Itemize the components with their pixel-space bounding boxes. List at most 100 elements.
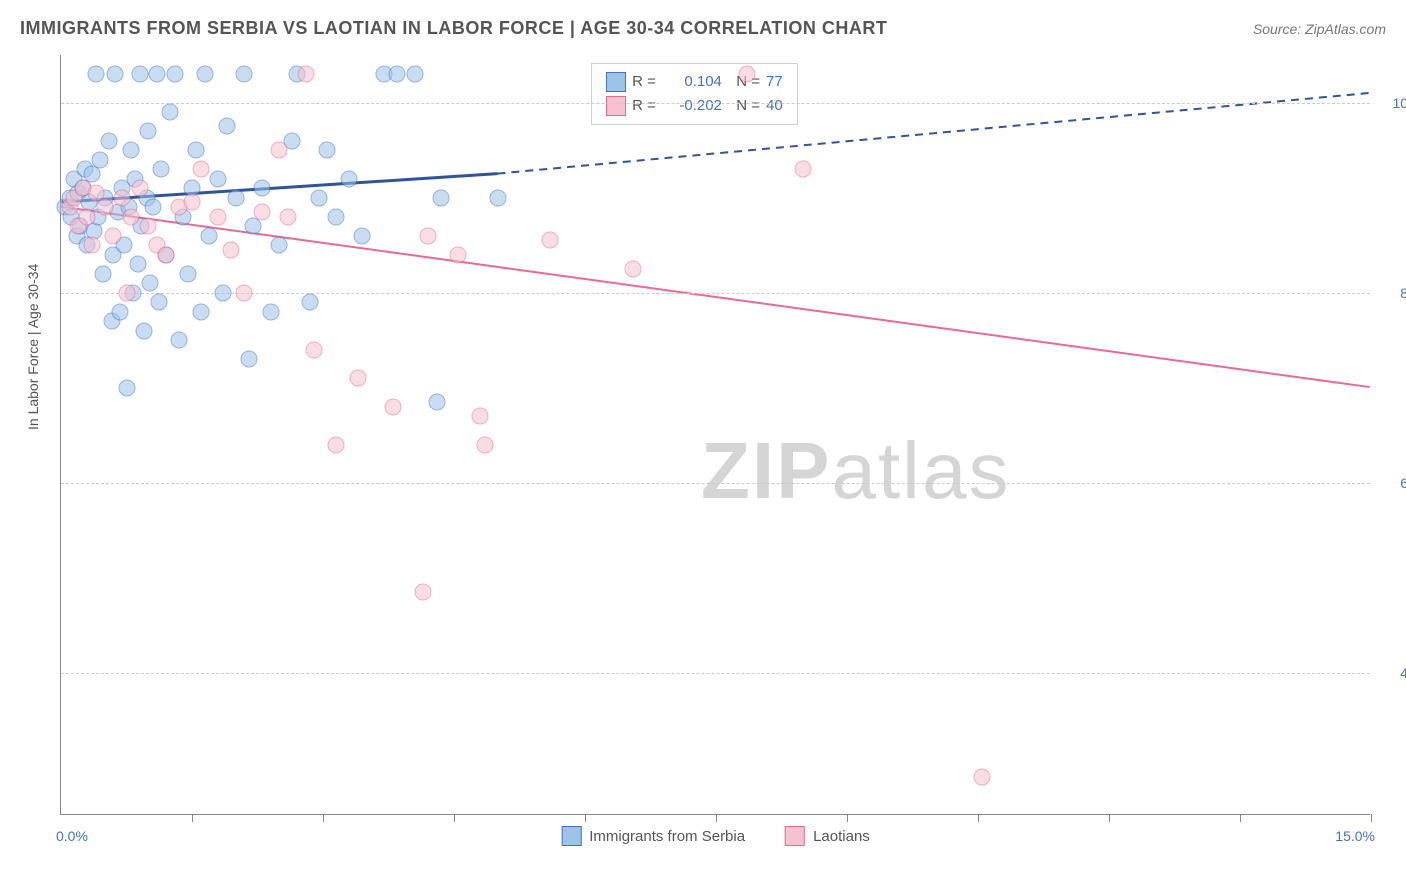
data-point	[489, 189, 506, 206]
legend-n-value: 77	[766, 70, 783, 94]
x-axis-tick	[1240, 814, 1241, 822]
data-point	[129, 256, 146, 273]
data-point	[432, 189, 449, 206]
data-point	[105, 227, 122, 244]
data-point	[184, 194, 201, 211]
data-point	[96, 199, 113, 216]
data-point	[153, 161, 170, 178]
series-legend-item: Immigrants from Serbia	[561, 826, 745, 846]
data-point	[297, 66, 314, 83]
data-point	[236, 66, 253, 83]
data-point	[253, 203, 270, 220]
data-point	[271, 237, 288, 254]
data-point	[472, 408, 489, 425]
series-legend: Immigrants from Serbia Laotians	[561, 826, 870, 846]
x-axis-tick	[454, 814, 455, 822]
legend-n-value: 40	[766, 94, 783, 118]
data-point	[328, 208, 345, 225]
data-point	[114, 189, 131, 206]
y-axis-tick-label: 60.0%	[1400, 475, 1406, 491]
series-legend-item: Laotians	[785, 826, 870, 846]
data-point	[301, 294, 318, 311]
data-point	[428, 393, 445, 410]
data-point	[166, 66, 183, 83]
data-point	[450, 246, 467, 263]
data-point	[795, 161, 812, 178]
legend-r-value: -0.202	[662, 94, 722, 118]
data-point	[149, 66, 166, 83]
data-point	[192, 303, 209, 320]
data-point	[122, 208, 139, 225]
gridline	[61, 103, 1370, 104]
data-point	[223, 241, 240, 258]
data-point	[94, 265, 111, 282]
x-axis-label-max: 15.0%	[1335, 828, 1375, 844]
data-point	[179, 265, 196, 282]
data-point	[157, 246, 174, 263]
legend-row: R =0.104 N =77	[606, 70, 783, 94]
data-point	[310, 189, 327, 206]
series-legend-label: Laotians	[813, 828, 870, 845]
data-point	[341, 170, 358, 187]
data-point	[140, 123, 157, 140]
x-axis-tick	[978, 814, 979, 822]
data-point	[150, 294, 167, 311]
data-point	[476, 436, 493, 453]
legend-swatch	[606, 96, 626, 116]
data-point	[192, 161, 209, 178]
data-point	[262, 303, 279, 320]
data-point	[542, 232, 559, 249]
data-point	[92, 151, 109, 168]
data-point	[140, 218, 157, 235]
legend-row: R =-0.202 N =40	[606, 94, 783, 118]
y-axis-tick-label: 100.0%	[1393, 95, 1406, 111]
data-point	[240, 351, 257, 368]
x-axis-tick	[847, 814, 848, 822]
data-point	[201, 227, 218, 244]
legend-r-label: R =	[632, 94, 656, 118]
series-legend-label: Immigrants from Serbia	[589, 828, 745, 845]
data-point	[144, 199, 161, 216]
x-axis-tick	[192, 814, 193, 822]
data-point	[101, 132, 118, 149]
data-point	[406, 66, 423, 83]
gridline	[61, 673, 1370, 674]
data-point	[349, 370, 366, 387]
legend-n-label: N =	[728, 94, 760, 118]
data-point	[87, 66, 104, 83]
data-point	[415, 583, 432, 600]
data-point	[122, 142, 139, 159]
x-axis-tick	[323, 814, 324, 822]
watermark-light: atlas	[831, 426, 1010, 515]
chart-title: IMMIGRANTS FROM SERBIA VS LAOTIAN IN LAB…	[20, 18, 887, 39]
watermark-bold: ZIP	[701, 426, 831, 515]
data-point	[227, 189, 244, 206]
legend-swatch	[785, 826, 805, 846]
data-point	[118, 379, 135, 396]
x-axis-label-min: 0.0%	[56, 828, 88, 844]
x-axis-tick	[716, 814, 717, 822]
data-point	[328, 436, 345, 453]
data-point	[306, 341, 323, 358]
data-point	[197, 66, 214, 83]
data-point	[419, 227, 436, 244]
x-axis-tick	[1371, 814, 1372, 822]
data-point	[135, 322, 152, 339]
legend-r-value: 0.104	[662, 70, 722, 94]
data-point	[107, 66, 124, 83]
y-axis-title: In Labor Force | Age 30-34	[25, 264, 41, 430]
legend-swatch	[606, 72, 626, 92]
correlation-legend: R =0.104 N =77R =-0.202 N =40	[591, 63, 798, 125]
data-point	[214, 284, 231, 301]
legend-swatch	[561, 826, 581, 846]
data-point	[974, 769, 991, 786]
data-point	[162, 104, 179, 121]
x-axis-tick	[1109, 814, 1110, 822]
gridline	[61, 293, 1370, 294]
scatter-plot: ZIPatlas R =0.104 N =77R =-0.202 N =40 0…	[60, 55, 1370, 815]
data-point	[210, 170, 227, 187]
data-point	[83, 237, 100, 254]
data-point	[210, 208, 227, 225]
data-point	[271, 142, 288, 159]
data-point	[280, 208, 297, 225]
